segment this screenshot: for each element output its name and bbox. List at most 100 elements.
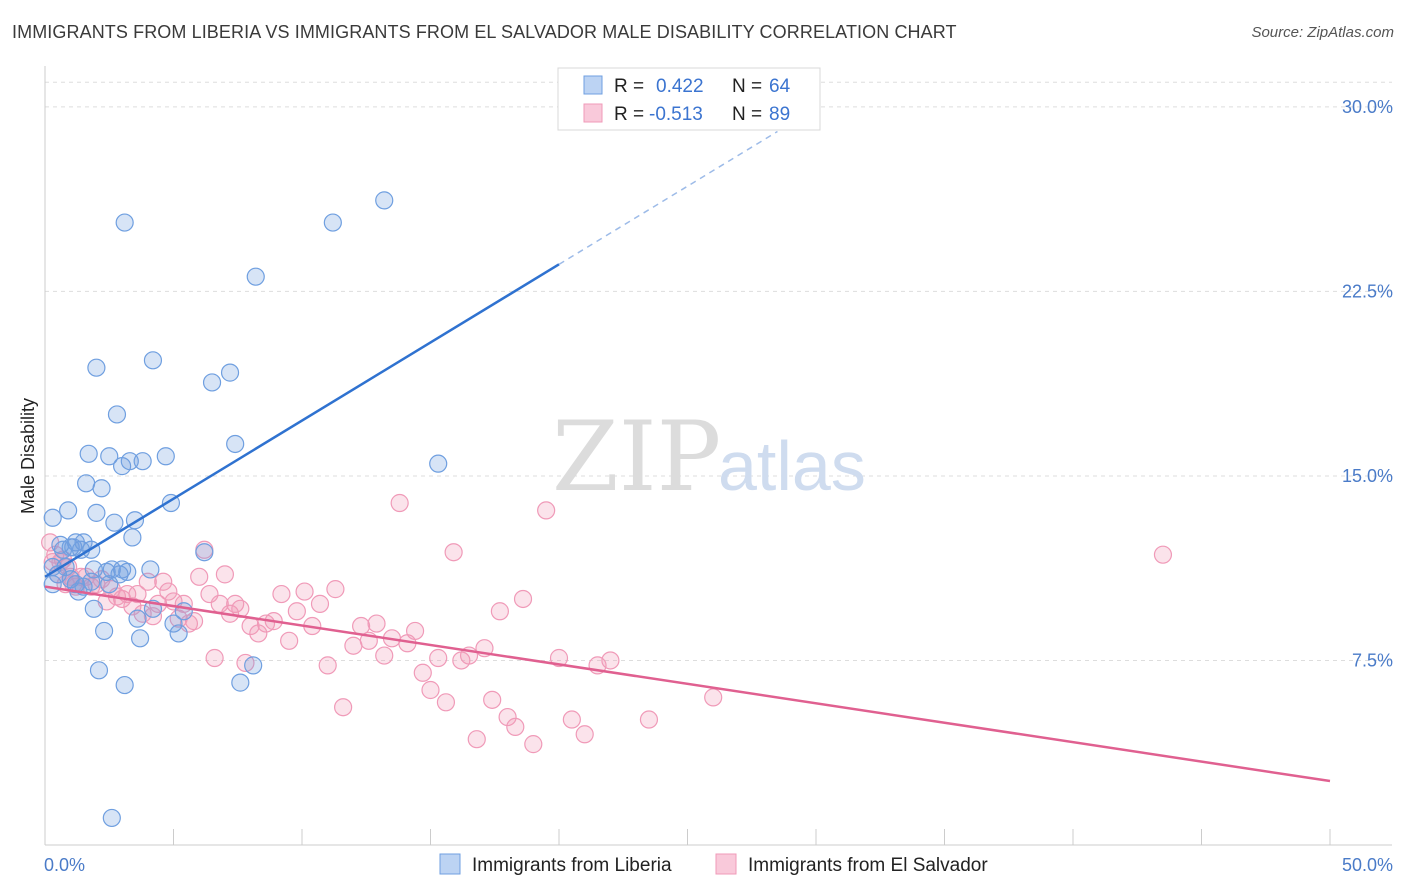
x-tick-label-min: 0.0% [44,855,85,875]
liberia-point-44 [128,609,147,628]
liberia-point-62 [323,213,342,232]
elsalvador-point-57 [344,636,363,655]
elsalvador-point-39 [215,565,234,584]
liberia-point-33 [105,513,124,532]
liberia-point-56 [202,373,222,392]
legend-n-label-liberia: N = [732,76,762,97]
watermark-zip: ZIP [552,401,721,513]
liberia-trend-line [44,263,560,578]
liberia-point-38 [115,213,134,232]
liberia-point-41 [120,452,139,471]
elsalvador-point-50 [287,602,306,621]
elsalvador-point-49 [280,631,299,650]
elsalvador-point-60 [367,614,386,633]
chart-title: IMMIGRANTS FROM LIBERIA VS IMMIGRANTS FR… [12,22,957,42]
liberia-point-48 [143,351,163,370]
series-liberia-points [43,191,448,828]
elsalvador-point-79 [513,589,533,609]
elsalvador-point-77 [498,707,517,727]
elsalvador-point-82 [549,648,569,668]
elsalvador-point-66 [413,663,432,682]
liberia-point-60 [244,656,263,675]
elsalvador-point-53 [310,594,330,613]
elsalvador-point-83 [562,710,581,729]
liberia-point-54 [174,602,193,621]
liberia-point-39 [115,675,134,695]
elsalvador-point-86 [601,651,620,670]
elsalvador-point-41 [226,594,245,613]
liberia-point-52 [164,614,183,633]
elsalvador-point-75 [483,690,502,709]
liberia-trend-extension [558,130,778,266]
liberia-point-18 [79,444,98,463]
liberia-point-34 [107,405,127,424]
y-tick-label-3: 30.0% [1342,97,1393,117]
bottom-legend: Immigrants from Liberia Immigrants from … [439,853,988,876]
liberia-point-53 [169,624,188,643]
elsalvador-point-37 [205,648,224,668]
liberia-point-55 [195,543,214,562]
liberia-point-64 [429,454,448,473]
elsalvador-point-55 [326,580,345,599]
elsalvador-point-61 [375,646,394,665]
liberia-point-32 [102,808,121,828]
elsalvador-point-34 [190,567,209,586]
liberia-point-17 [77,474,96,493]
elsalvador-point-63 [390,493,409,513]
series-el-salvador-points [41,493,1173,754]
liberia-point-42 [123,528,142,547]
elsalvador-point-48 [272,584,291,604]
liberia-point-45 [130,629,150,648]
y-axis-label: Male Disability [18,398,38,514]
legend-r-value-elsalvador: -0.513 [649,104,703,125]
elsalvador-point-54 [318,656,337,675]
liberia-point-61 [246,267,265,286]
elsalvador-point-76 [490,602,509,621]
liberia-point-7 [59,501,78,520]
elsalvador-point-22 [128,584,147,604]
y-tick-label-1: 15.0% [1342,466,1393,486]
liberia-point-63 [375,191,394,210]
liberia-point-29 [100,447,119,466]
bottom-legend-label-elsalvador: Immigrants from El Salvador [748,855,988,876]
y-tick-labels: 7.5% 15.0% 22.5% 30.0% [1342,97,1393,671]
liberia-point-58 [226,434,245,454]
liberia-point-59 [231,673,250,692]
bottom-legend-swatch-elsalvador [715,853,737,875]
y-tick-label-2: 22.5% [1342,281,1393,301]
legend-r-label-elsalvador: R = [614,104,644,125]
legend-box: R = 0.422 N = 64 R = -0.513 N = 89 [557,67,821,131]
elsalvador-point-65 [405,621,425,641]
liberia-point-57 [220,363,240,382]
liberia-point-22 [84,599,103,618]
liberia-point-0 [43,508,62,527]
grid-lines [45,81,1392,661]
elsalvador-point-78 [506,717,525,737]
liberia-point-24 [87,358,106,377]
liberia-point-27 [95,621,114,641]
watermark-atlas: atlas [718,427,866,505]
liberia-point-16 [74,533,93,552]
elsalvador-point-88 [704,688,723,707]
x-tick-label-max: 50.0% [1342,855,1393,875]
y-tick-label-0: 7.5% [1352,650,1393,670]
x-tick-labels: 0.0% 50.0% [44,855,1393,875]
elsalvador-point-69 [436,693,456,712]
legend-swatch-liberia [583,75,603,95]
bottom-legend-swatch-liberia [439,853,461,875]
elsalvador-point-89 [1153,545,1173,564]
elsalvador-point-73 [467,730,486,749]
legend-r-label-liberia: R = [614,76,644,97]
elsalvador-point-70 [444,543,463,562]
elsalvador-point-45 [249,624,268,643]
elsalvador-point-51 [295,582,314,601]
legend-n-value-liberia: 64 [769,76,791,97]
elsalvador-point-67 [421,680,440,700]
bottom-legend-label-liberia: Immigrants from Liberia [472,855,672,876]
axes [44,66,1392,846]
legend-n-value-elsalvador: 89 [769,104,790,125]
elsalvador-point-81 [537,501,556,520]
elsalvador-trend-line [44,585,1331,783]
elsalvador-point-80 [524,735,543,754]
elsalvador-point-68 [429,648,448,668]
